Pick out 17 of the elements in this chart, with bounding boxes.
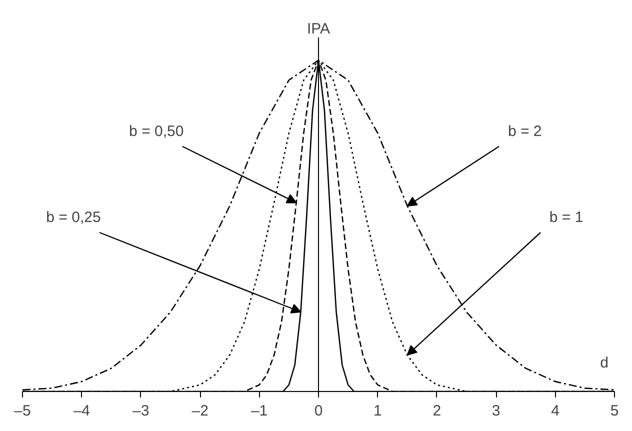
x-tick-label: –5 [14,402,31,420]
x-tick-label: 3 [492,402,500,420]
annotation: b = 2 [508,122,542,140]
x-tick-label: –3 [132,402,150,420]
x-tick-label: 0 [314,402,323,420]
x-tick-label: –4 [73,402,90,420]
x-tick-label: 4 [551,402,560,420]
x-tick-label: –2 [192,402,208,420]
x-tick-label: –1 [250,402,268,420]
y-axis-title: IPA [306,20,330,38]
x-tick-label: 5 [610,402,619,420]
x-tick-label: 2 [432,402,442,420]
annotation: b = 1 [549,208,584,226]
x-axis-title: d [600,354,608,372]
annotation: b = 0,25 [46,208,101,226]
annotation: b = 0,50 [129,122,184,140]
x-tick-label: 1 [374,402,382,420]
